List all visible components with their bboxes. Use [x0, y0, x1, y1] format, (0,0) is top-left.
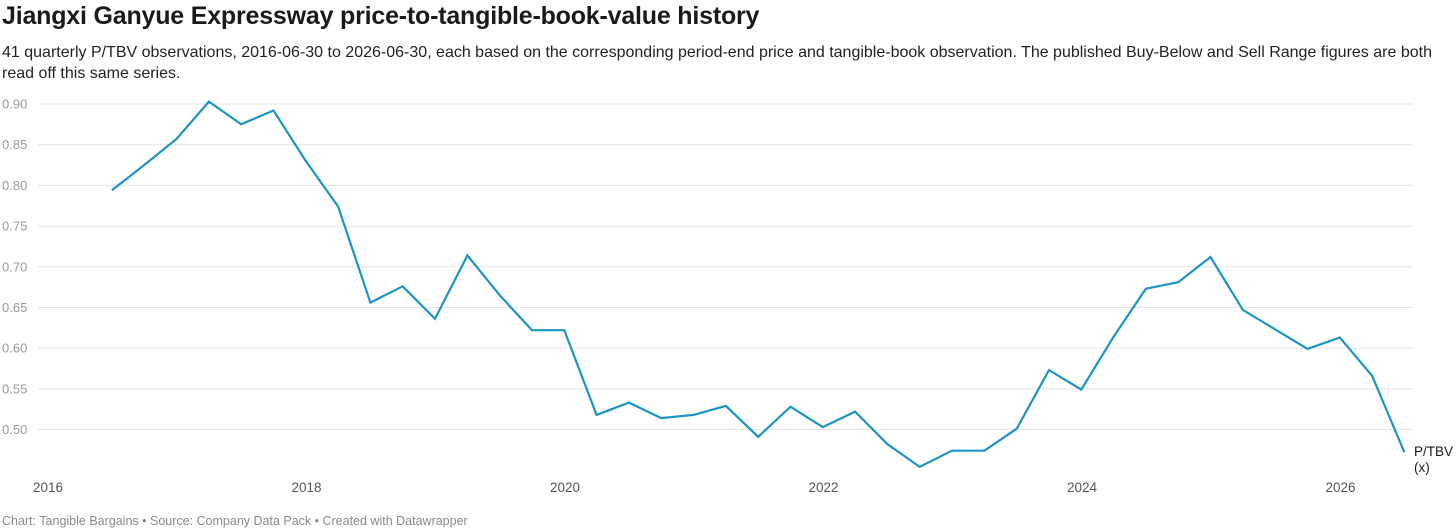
y-tick-label: 0.65 [2, 300, 27, 315]
y-tick-label: 0.90 [2, 97, 27, 112]
y-tick-label: 0.55 [2, 381, 27, 396]
series-line-ptbv [111, 100, 1406, 469]
chart-title: Jiangxi Ganyue Expressway price-to-tangi… [2, 2, 760, 30]
x-tick-label: 2022 [808, 480, 838, 495]
series-label: (x) [1414, 460, 1430, 475]
series-label: P/TBV [1414, 444, 1453, 459]
x-tick-label: 2018 [291, 480, 321, 495]
x-axis: 2016 2018 2020 2022 2024 2026 [33, 480, 1356, 495]
line-chart: 0.90 0.85 0.80 0.75 0.70 0.65 0.60 0.55 0.50 201… [2, 97, 1453, 496]
x-tick-label: 2024 [1067, 480, 1098, 495]
y-tick-label: 0.80 [2, 178, 27, 193]
series-layer [111, 100, 1406, 469]
y-axis: 0.90 0.85 0.80 0.75 0.70 0.65 0.60 0.55 0.50 [2, 97, 27, 438]
y-tick-label: 0.85 [2, 137, 27, 152]
y-tick-label: 0.50 [2, 422, 27, 437]
x-tick-label: 2026 [1325, 480, 1355, 495]
x-tick-label: 2020 [550, 480, 580, 495]
x-tick-label: 2016 [33, 480, 63, 495]
y-tick-label: 0.75 [2, 219, 27, 234]
series-labels: P/TBV(x) [1414, 444, 1453, 475]
chart-subtitle: 41 quarterly P/TBV observations, 2016-06… [2, 44, 1432, 82]
y-tick-label: 0.60 [2, 341, 27, 356]
gridlines [38, 103, 1413, 430]
y-tick-label: 0.70 [2, 259, 27, 274]
chart-footer: Chart: Tangible Bargains • Source: Compa… [2, 514, 468, 528]
